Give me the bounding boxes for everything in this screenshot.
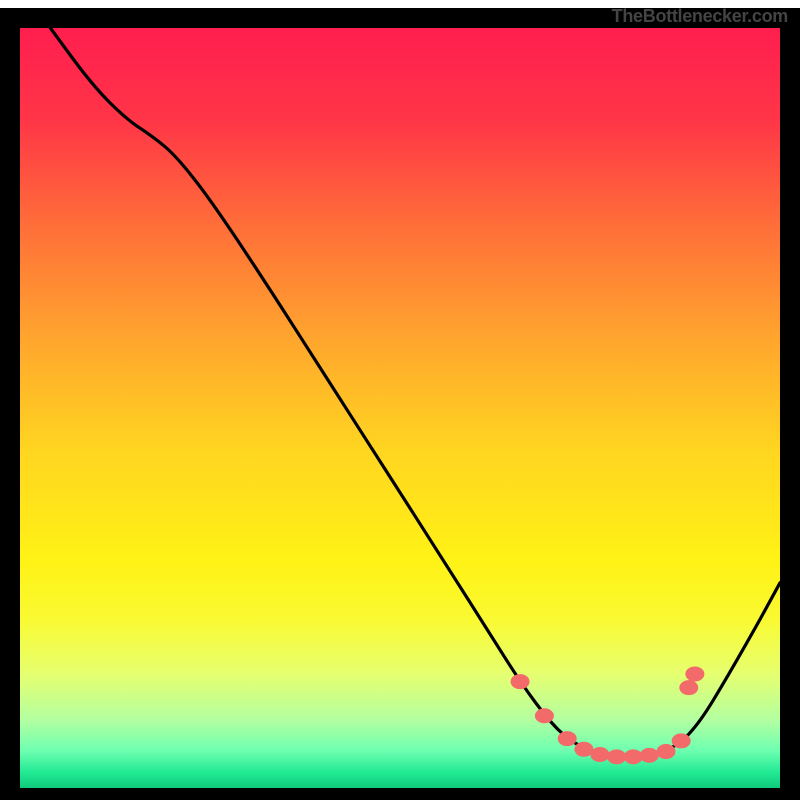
marker-point xyxy=(624,750,642,764)
marker-point xyxy=(640,748,658,762)
marker-point xyxy=(672,734,690,748)
marker-point xyxy=(535,709,553,723)
bottleneck-chart xyxy=(0,0,800,800)
marker-point xyxy=(657,745,675,759)
chart-container: TheBottlenecker.com xyxy=(0,0,800,800)
plot-background xyxy=(20,28,780,788)
marker-point xyxy=(608,750,626,764)
marker-point xyxy=(680,681,698,695)
attribution-text: TheBottlenecker.com xyxy=(612,6,788,27)
marker-point xyxy=(686,667,704,681)
marker-point xyxy=(558,732,576,746)
marker-point xyxy=(575,742,593,756)
marker-point xyxy=(591,748,609,762)
marker-point xyxy=(511,675,529,689)
